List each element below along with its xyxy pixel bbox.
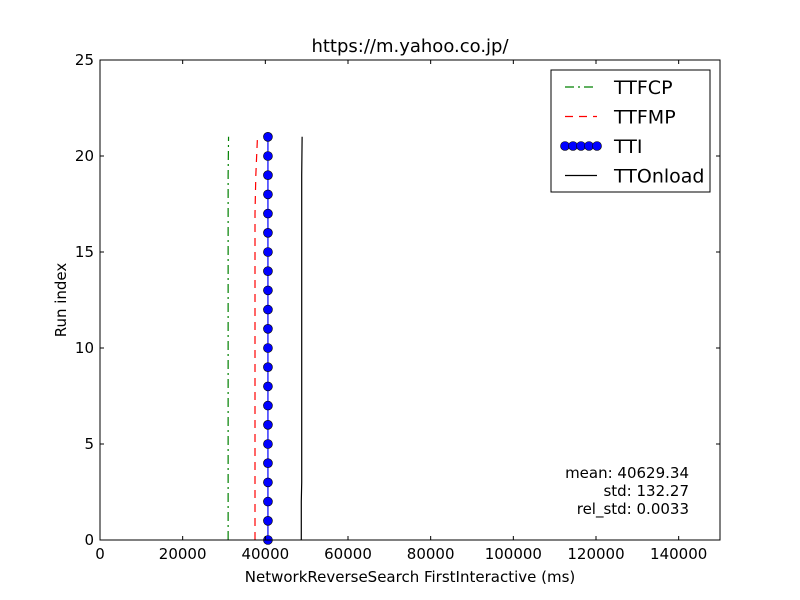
legend-marker [568,141,578,151]
legend-label-ttonload: TTOnload [613,166,704,188]
data-point-tti [263,400,273,411]
data-point-tti [263,247,273,257]
y-tick-label: 20 [75,147,94,165]
x-tick-label: 120000 [567,545,624,563]
legend-label-ttfmp: TTFMP [613,107,676,129]
data-point-tti [263,323,273,334]
stat-rel-std: rel_std: 0.0033 [577,500,689,519]
legend-label-tti: TTI [613,136,642,158]
data-point-tti [263,285,273,296]
plot-frame [99,59,721,541]
data-point-tti [263,458,273,469]
stats-annotation: mean: 40629.34 std: 132.27 rel_std: 0.00… [565,464,689,519]
series-ttonload [300,136,303,540]
chart-title: https://m.yahoo.co.jp/ [311,36,509,57]
legend-label-ttfcp: TTFCP [613,77,673,99]
legend-marker [560,141,570,151]
data-point-tti [263,496,273,507]
x-axis-label: NetworkReverseSearch FirstInteractive (m… [245,568,576,586]
y-tick-label: 25 [75,51,94,69]
data-point-tti [263,419,273,430]
data-point-tti [263,381,273,392]
data-point-tti [263,208,273,219]
data-point-tti [263,132,273,142]
y-tick-label: 0 [84,531,94,549]
data-point-tti [263,515,273,526]
data-point-tti [263,362,273,373]
x-tick-label: 0 [95,545,105,563]
series-line-ttonload [300,136,303,540]
legend-entry-ttfcp: TTFCP [565,77,673,99]
y-axis-label: Run index [52,263,70,338]
legend-entry-ttfmp: TTFMP [565,107,676,129]
y-tick-label: 5 [84,435,94,453]
x-tick-label: 140000 [650,545,707,563]
legend-marker [576,141,586,151]
data-point-tti [263,343,273,353]
legend-entry-tti: TTI [560,136,642,158]
legend-entry-ttonload: TTOnload [565,166,704,188]
data-point-tti [263,189,273,200]
legend-marker [584,141,594,151]
x-axis: 0 20000 40000 60000 80000 100000 120000 140000 [95,60,707,563]
x-tick-label: 100000 [485,545,542,563]
data-point-tti [263,439,273,449]
x-tick-label: 40000 [241,545,289,563]
y-tick-label: 15 [75,243,94,261]
data-point-tti [263,170,273,180]
x-tick-label: 80000 [407,545,455,563]
legend: TTFCP TTFMP TTI TTOnload [550,69,711,193]
stat-mean: mean: 40629.34 [565,464,689,482]
legend-marker [592,141,602,151]
series-ttfmp [254,136,259,540]
data-point-tti [263,477,273,488]
plot-area [99,59,721,545]
data-point-tti [263,304,273,315]
series-line-ttfmp [254,136,259,540]
data-point-tti [263,151,273,161]
y-axis: 0 5 10 15 20 25 [75,51,720,549]
stat-std: std: 132.27 [603,482,689,500]
legend-box [550,69,711,193]
x-tick-label: 20000 [159,545,207,563]
x-tick-label: 60000 [324,545,372,563]
data-point-tti [263,228,273,238]
y-tick-label: 10 [75,339,94,357]
data-point-tti [263,266,273,277]
